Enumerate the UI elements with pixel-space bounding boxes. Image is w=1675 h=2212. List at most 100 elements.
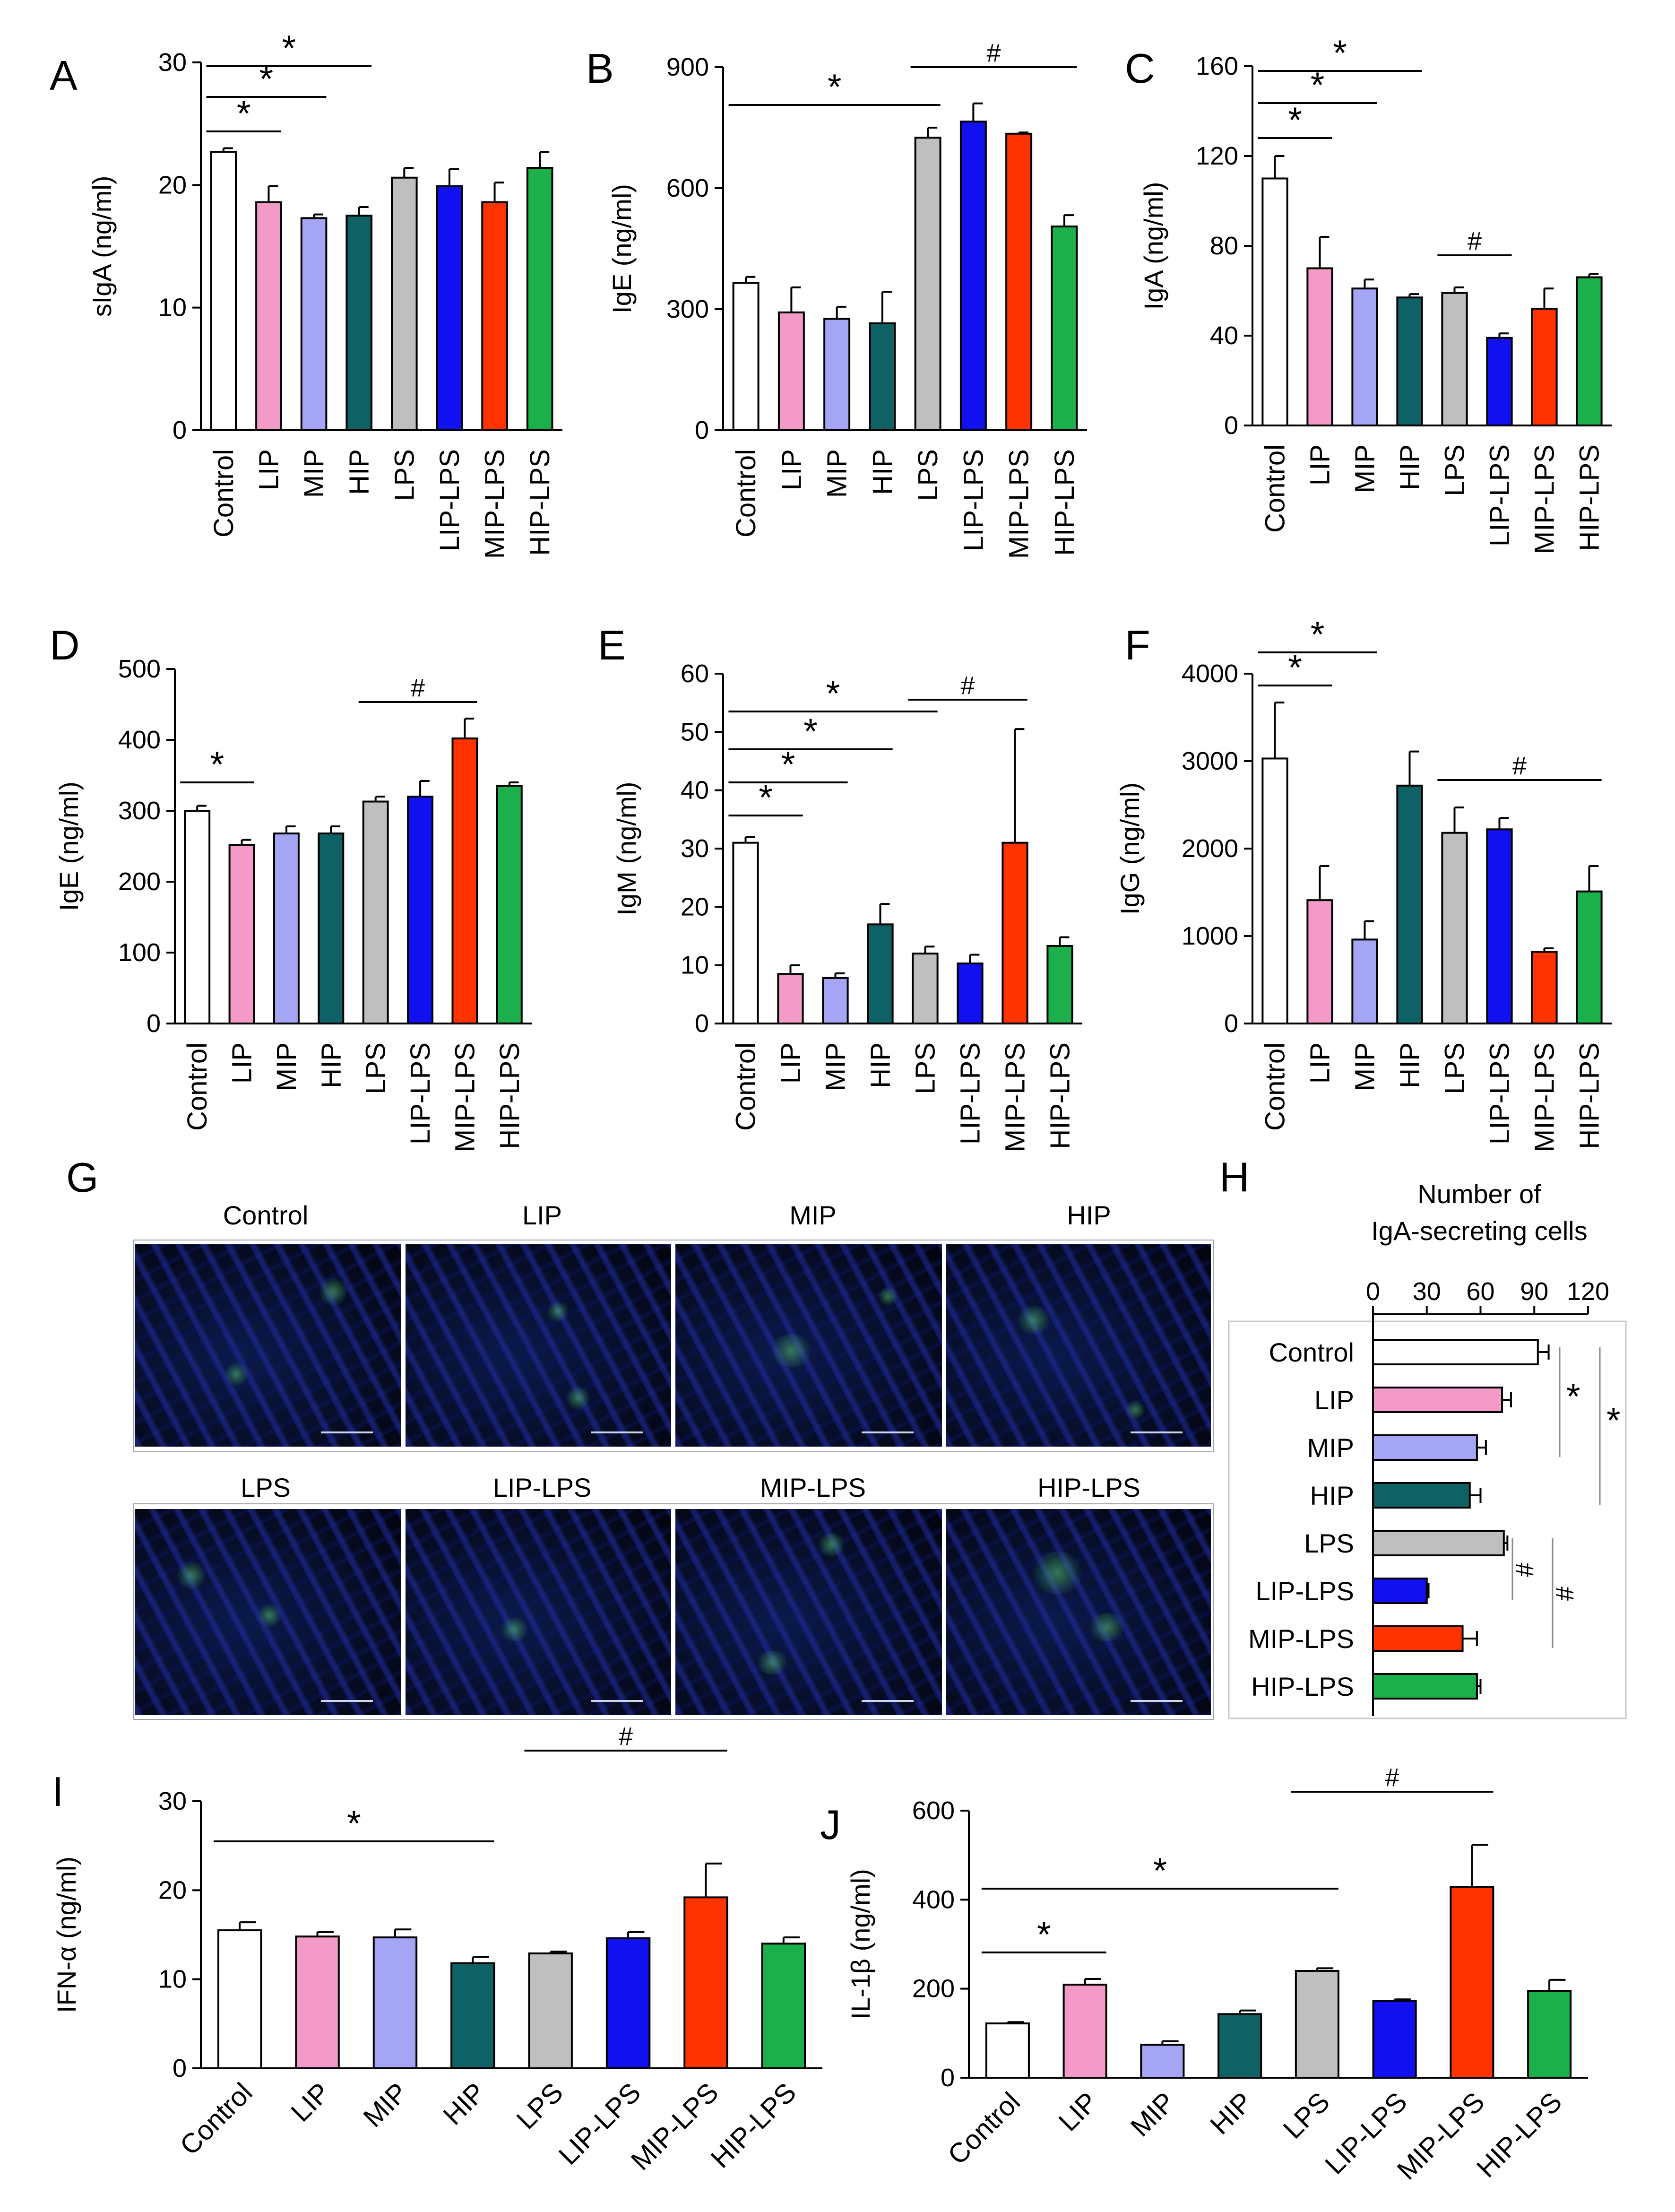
bar-lps: [1295, 1970, 1339, 2079]
x-tick-label-lip: LIP: [776, 449, 807, 490]
x-tick-label-hip: HIP: [865, 1042, 896, 1088]
significance-mark: *: [1288, 648, 1302, 688]
y-tick-label: 20: [158, 1876, 187, 1904]
y-tick-label: 600: [666, 174, 709, 202]
significance-mark: #: [1551, 1587, 1579, 1601]
bar-mip: [300, 217, 328, 431]
bar-lip-lps: [605, 1937, 651, 2069]
x-tick-label-hip: HIP: [1395, 444, 1425, 490]
y-tick-label: 500: [118, 655, 161, 683]
bar-lip-lps: [1486, 337, 1513, 426]
y-tick-label: 60: [681, 659, 709, 688]
chart-a: A 0 10 20 30 sIgA (ng/ml) Control LIP MIP HIP LPS L…: [50, 28, 562, 559]
bar-lps: [528, 1952, 573, 2069]
bar-hip: [318, 833, 345, 1024]
y-axis-label: IFN-α (ng/ml): [52, 1856, 81, 2013]
x-tick-label-hip-lps: HIP-LPS: [1045, 1042, 1076, 1149]
bar-lip: [1306, 267, 1333, 426]
bar-hip-lps: [526, 167, 553, 431]
x-tick-label-hip: HIP: [344, 449, 375, 495]
y-tick-label: 20: [681, 893, 709, 921]
significance-mark: *: [347, 1804, 361, 1844]
bar-control: [732, 282, 760, 431]
chart-j: J 0 200 400 600 IL-1β (ng/ml) Control LIP MIP HIP…: [820, 1763, 1588, 2186]
x-tick-label-mip: MIP: [299, 449, 329, 498]
bar-hip-lps: [1051, 226, 1078, 431]
y-tick-label: 0: [941, 2064, 955, 2092]
y-tick-label: 0: [173, 2054, 187, 2082]
micrograph-label-control: Control: [223, 1200, 309, 1230]
significance-mark: *: [1037, 1915, 1051, 1955]
y-tick-label-mip: MIP: [1307, 1433, 1354, 1463]
y-axis-label: IgG (ng/ml): [1115, 782, 1145, 915]
significance-mark: *: [759, 778, 773, 818]
x-tick-label-mip: MIP: [822, 449, 853, 498]
x-tick-label-control: Control: [942, 2086, 1026, 2170]
bar-hip: [867, 923, 894, 1025]
significance-mark: *: [259, 59, 274, 99]
bar-hip-lps: [1576, 890, 1603, 1025]
panel-letter-a: A: [50, 52, 78, 99]
x-tick-label-lip-lps: LIP-LPS: [958, 449, 989, 551]
bar-lps: [362, 800, 389, 1024]
y-axis-label: IgM (ng/ml): [612, 781, 641, 915]
chart-d: D 0 100 200 300 400 500 IgE (ng/ml) Control LIP MI…: [50, 622, 532, 1152]
y-tick-label: 30: [681, 834, 709, 863]
bar-hip: [450, 1962, 495, 2069]
significance-mark: *: [282, 28, 296, 69]
x-tick-label-hip: HIP: [1204, 2086, 1258, 2140]
significance-mark: #: [1512, 752, 1527, 780]
x-tick-label-lps: LPS: [1278, 2086, 1336, 2144]
panel-letter-d: D: [50, 622, 80, 668]
bar-hip: [1372, 1482, 1471, 1509]
bar-hip: [869, 322, 896, 431]
x-tick-label: 120: [1567, 1277, 1609, 1306]
y-tick-label: 0: [695, 1009, 709, 1038]
significance-mark: #: [986, 39, 1001, 67]
y-tick-label: 80: [1210, 232, 1238, 260]
micrograph-label-hip-lps: HIP-LPS: [1037, 1473, 1140, 1502]
y-tick-label: 40: [1210, 321, 1238, 350]
bar-mip-lps: [1531, 308, 1558, 426]
y-tick-label: 200: [912, 1975, 955, 2003]
y-tick-label: 0: [695, 416, 709, 444]
y-tick-label-lip: LIP: [1314, 1385, 1354, 1415]
x-tick-label-lip: LIP: [1305, 1042, 1336, 1084]
significance-mark: #: [1385, 1763, 1399, 1792]
bar-mip-lps: [1002, 841, 1028, 1024]
x-tick-label-mip: MIP: [1350, 444, 1381, 493]
bar-hip: [1396, 296, 1423, 426]
x-tick-label-control: Control: [174, 2077, 258, 2161]
x-tick-label-lip-lps: LIP-LPS: [1485, 1042, 1515, 1145]
micrograph-control: [135, 1244, 401, 1447]
x-tick-label-lip: LIP: [227, 1042, 258, 1084]
x-tick-label-mip: MIP: [271, 1042, 302, 1091]
bar-hip-lps: [1372, 1673, 1478, 1700]
x-tick-label-mip: MIP: [820, 1042, 851, 1091]
bar-mip: [1351, 287, 1378, 426]
y-tick-label-control: Control: [1269, 1337, 1354, 1367]
y-tick-label: 3000: [1182, 747, 1238, 775]
x-tick-label-hip-lps: HIP-LPS: [525, 449, 555, 556]
bar-hip-lps: [761, 1943, 806, 2070]
bar-mip: [372, 1936, 418, 2069]
x-tick-label-mip: MIP: [1125, 2086, 1181, 2143]
x-tick-label-lip-lps: LIP-LPS: [1485, 444, 1515, 546]
x-tick-label-control: Control: [208, 449, 239, 538]
y-tick-label: 2000: [1182, 834, 1238, 863]
y-tick-label: 4000: [1182, 659, 1238, 688]
micrograph-label-lip: LIP: [522, 1200, 562, 1230]
x-tick-label-hip: HIP: [1395, 1042, 1425, 1088]
bar-lip: [228, 844, 255, 1024]
y-tick-label: 300: [666, 295, 709, 323]
x-tick-label-control: Control: [182, 1042, 213, 1131]
significance-mark: *: [1333, 33, 1347, 73]
x-tick-label-hip-lps: HIP-LPS: [494, 1042, 525, 1149]
bar-lip: [295, 1935, 340, 2069]
bar-mip-lps: [1372, 1625, 1464, 1652]
bar-mip-lps: [451, 737, 478, 1024]
x-tick-label-hip-lps: HIP-LPS: [1574, 444, 1605, 551]
x-tick-label-lps: LPS: [510, 2077, 569, 2135]
bar-control: [217, 1929, 262, 2069]
y-tick-label: 300: [118, 797, 161, 825]
